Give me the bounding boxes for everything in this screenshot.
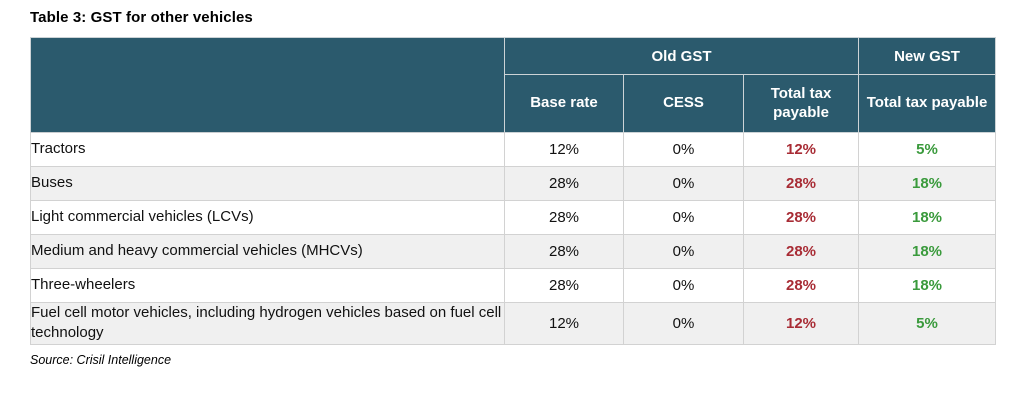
new-total-cell: 18% — [858, 166, 997, 201]
cess-cell: 0% — [623, 268, 744, 303]
source-note: Source: Crisil Intelligence — [30, 352, 172, 367]
old-total-cell: 28% — [742, 234, 860, 269]
base-rate-cell: 28% — [504, 234, 624, 269]
table-body: Tractors 12% 0% 12% 5% Buses 28% 0% 28% … — [30, 132, 997, 345]
page: Table 3: GST for other vehicles Old GST … — [30, 9, 997, 367]
old-total-cell: 12% — [742, 132, 860, 167]
cess-cell: 0% — [623, 166, 744, 201]
old-total-cell: 12% — [742, 302, 860, 345]
column-header-new-total-tax: Total tax payable — [858, 74, 997, 133]
cess-cell: 0% — [623, 132, 744, 167]
base-rate-cell: 12% — [504, 302, 624, 345]
row-label-cell: Light commercial vehicles (LCVs) — [30, 200, 505, 235]
table-header: Old GST New GST Base rate CESS Total tax… — [30, 37, 997, 133]
column-header-base-rate: Base rate — [504, 74, 624, 133]
row-label-cell: Medium and heavy commercial vehicles (MH… — [30, 234, 505, 269]
cess-cell: 0% — [623, 302, 744, 345]
new-total-cell: 5% — [858, 132, 997, 167]
table-row: Medium and heavy commercial vehicles (MH… — [30, 234, 997, 269]
table-corner-cell — [30, 37, 505, 133]
table-row: Three-wheelers 28% 0% 28% 18% — [30, 268, 997, 303]
cess-cell: 0% — [623, 200, 744, 235]
base-rate-cell: 28% — [504, 200, 624, 235]
gst-table: Old GST New GST Base rate CESS Total tax… — [30, 37, 997, 345]
column-header-old-total-tax: Total tax payable — [742, 74, 860, 133]
table-row: Fuel cell motor vehicles, including hydr… — [30, 302, 997, 345]
row-label-cell: Buses — [30, 166, 505, 201]
base-rate-cell: 28% — [504, 268, 624, 303]
new-total-cell: 18% — [858, 200, 997, 235]
old-total-cell: 28% — [742, 268, 860, 303]
group-header-new-gst: New GST — [858, 37, 997, 75]
group-header-row: Old GST New GST — [30, 37, 997, 133]
group-header-old-gst: Old GST — [503, 37, 860, 75]
base-rate-cell: 28% — [504, 166, 624, 201]
table-title: Table 3: GST for other vehicles — [30, 9, 253, 26]
row-label-cell: Three-wheelers — [30, 268, 505, 303]
table-row: Buses 28% 0% 28% 18% — [30, 166, 997, 201]
row-label-cell: Tractors — [30, 132, 505, 167]
old-total-cell: 28% — [742, 166, 860, 201]
table-row: Light commercial vehicles (LCVs) 28% 0% … — [30, 200, 997, 235]
row-label-cell: Fuel cell motor vehicles, including hydr… — [30, 302, 505, 345]
table-row: Tractors 12% 0% 12% 5% — [30, 132, 997, 167]
column-header-cess: CESS — [623, 74, 744, 133]
new-total-cell: 18% — [858, 268, 997, 303]
new-total-cell: 5% — [858, 302, 997, 345]
new-total-cell: 18% — [858, 234, 997, 269]
cess-cell: 0% — [623, 234, 744, 269]
base-rate-cell: 12% — [504, 132, 624, 167]
old-total-cell: 28% — [742, 200, 860, 235]
column-header-row: Base rate CESS Total tax payable Total t… — [31, 74, 997, 133]
